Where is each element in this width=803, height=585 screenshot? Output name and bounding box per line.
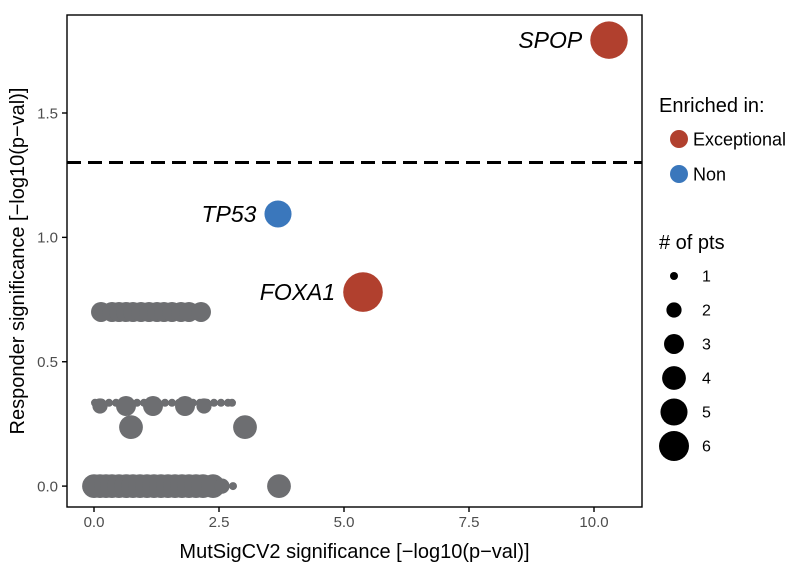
data-point — [217, 398, 225, 407]
y-axis-title: Responder significance [−log10(p−val)] — [7, 88, 29, 435]
data-point — [196, 398, 212, 414]
data-point — [168, 398, 176, 407]
legend-size-label: 3 — [702, 337, 711, 354]
data-points — [82, 21, 628, 498]
legend-size-keys: 1 2 3 4 5 6 — [659, 269, 711, 461]
legend-size-label: 1 — [702, 269, 711, 286]
point-labels: SPOP FOXA1 TP53 — [201, 27, 582, 305]
legend-size-key — [670, 272, 678, 280]
legend-size-key — [666, 302, 682, 318]
data-point — [228, 398, 236, 407]
x-tick-label: 2.5 — [209, 514, 230, 531]
data-point — [175, 396, 195, 416]
data-point — [267, 474, 291, 498]
data-point — [119, 415, 143, 440]
legend-key-exceptional — [670, 130, 688, 148]
y-tick-label: 0.0 — [37, 478, 58, 495]
legend-size-key — [660, 398, 688, 426]
data-point — [116, 396, 136, 416]
legend-size-label: 4 — [702, 371, 711, 388]
y-tick-label: 1.5 — [37, 105, 58, 122]
data-point — [161, 398, 169, 407]
data-point — [214, 478, 230, 494]
plot-panel — [66, 14, 643, 508]
x-tick-label: 10.0 — [579, 514, 608, 531]
data-point — [191, 302, 211, 322]
legend: Enriched in: Exceptional Non # of pts 1 2 3… — [659, 95, 786, 461]
x-tick-label: 7.5 — [459, 514, 480, 531]
legend-key-non — [670, 165, 688, 183]
y-tick-label: 0.5 — [37, 354, 58, 371]
data-point — [143, 396, 163, 416]
legend-color-keys: Exceptional Non — [670, 129, 786, 184]
legend-size-label: 5 — [702, 405, 711, 422]
point-label-spop: SPOP — [518, 27, 583, 53]
point-label-foxa1: FOXA1 — [260, 279, 335, 305]
data-point — [210, 398, 218, 407]
data-point-spop — [590, 21, 628, 59]
data-point — [92, 398, 108, 414]
legend-label-exceptional: Exceptional — [693, 129, 786, 149]
data-point-foxa1 — [343, 272, 383, 312]
x-tick-label: 0.0 — [84, 514, 105, 531]
point-label-tp53: TP53 — [201, 201, 256, 227]
y-tick-label: 1.0 — [37, 230, 58, 247]
legend-size-label: 6 — [702, 439, 711, 456]
legend-size-key — [659, 431, 689, 461]
data-point — [229, 482, 237, 491]
legend-size-key — [664, 334, 684, 354]
legend-color-title: Enriched in: — [659, 95, 765, 117]
legend-size-title: # of pts — [659, 232, 725, 254]
axis-ticks: 0.0 2.5 5.0 7.5 10.0 0.0 0.5 1.0 1.5 — [37, 105, 608, 531]
x-tick-label: 5.0 — [334, 514, 355, 531]
data-point — [233, 415, 257, 440]
legend-size-key — [662, 366, 686, 390]
legend-label-non: Non — [693, 164, 726, 184]
data-point-tp53 — [264, 200, 292, 228]
x-axis-title: MutSigCV2 significance [−log10(p−val)] — [179, 541, 529, 563]
legend-size-label: 2 — [702, 303, 711, 320]
